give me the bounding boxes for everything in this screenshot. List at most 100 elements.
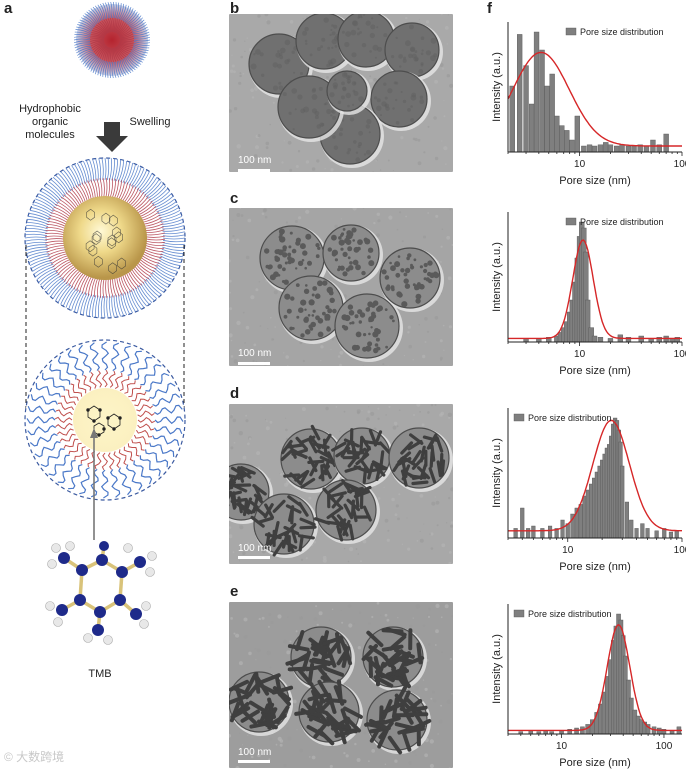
tem-image-c: 100 nm xyxy=(229,208,453,366)
panel-label-f: f xyxy=(487,0,492,17)
bar xyxy=(545,86,550,152)
bar xyxy=(550,74,555,152)
scale-bar-d xyxy=(238,556,270,559)
bar xyxy=(569,140,574,152)
bar xyxy=(626,146,631,152)
bar xyxy=(669,532,673,538)
bar xyxy=(548,526,552,538)
bar xyxy=(629,520,633,538)
legend-label: Pore size distribution xyxy=(580,217,664,227)
y-axis-label: Intensity (a.u.) xyxy=(491,242,503,312)
legend-swatch xyxy=(514,610,524,617)
pore-size-chart-c: 10 100 Pore size (nm) Intensity (a.u.) Pore … xyxy=(486,208,686,382)
bar xyxy=(608,338,613,342)
bar xyxy=(532,526,536,538)
x-tick-label: 100 xyxy=(656,741,673,752)
scale-bar-b xyxy=(238,169,270,172)
bar xyxy=(598,145,603,152)
bar xyxy=(524,66,529,152)
bar xyxy=(529,104,534,152)
legend-label: Pore size distribution xyxy=(528,609,612,619)
bar xyxy=(664,134,669,152)
bar xyxy=(510,86,515,152)
watermark: © 大数跨境 xyxy=(4,748,64,765)
swelling-caption: Swelling xyxy=(120,116,180,129)
pore-size-chart-b: 10 100 Pore size (nm) Intensity (a.u.) Pore … xyxy=(486,18,686,192)
legend-swatch xyxy=(566,28,576,35)
panel-label-e: e xyxy=(230,583,238,600)
x-axis-label: Pore size (nm) xyxy=(559,561,631,573)
bar xyxy=(592,146,597,152)
bar xyxy=(655,531,659,538)
bar xyxy=(520,508,524,538)
x-axis-label: Pore size (nm) xyxy=(559,757,631,769)
bar xyxy=(541,528,545,538)
x-tick-label: 100 xyxy=(674,349,686,360)
bar xyxy=(587,145,592,152)
x-tick-label: 10 xyxy=(562,545,574,556)
bar xyxy=(675,531,679,538)
scale-label-d: 100 nm xyxy=(238,543,271,554)
small-micelle xyxy=(74,2,150,78)
caption-line-1: Hydrophobic xyxy=(0,103,100,116)
bar xyxy=(517,34,522,152)
bar xyxy=(635,528,639,538)
bar xyxy=(554,116,559,152)
x-tick-label: 10 xyxy=(556,741,568,752)
x-tick-label: 100 xyxy=(674,545,686,556)
scale-label-c: 100 nm xyxy=(238,348,271,359)
bar xyxy=(641,524,645,538)
x-tick-label: 100 xyxy=(674,159,686,170)
scale-label-e: 100 nm xyxy=(238,747,271,758)
bar xyxy=(625,502,629,538)
bar xyxy=(564,130,569,152)
swollen-micelle xyxy=(25,158,185,318)
bar xyxy=(581,146,586,152)
bar xyxy=(592,336,597,342)
bar xyxy=(620,466,624,538)
tem-image-b: 100 nm xyxy=(229,14,453,172)
x-axis-label: Pore size (nm) xyxy=(559,365,631,377)
tmb-molecule xyxy=(46,541,157,645)
y-axis-label: Intensity (a.u.) xyxy=(491,438,503,508)
scale-label-b: 100 nm xyxy=(238,155,271,166)
bar xyxy=(575,116,580,152)
y-axis-label: Intensity (a.u.) xyxy=(491,52,503,122)
bar xyxy=(620,145,625,152)
bar xyxy=(561,520,565,538)
x-tick-label: 10 xyxy=(574,349,586,360)
bar xyxy=(579,504,583,538)
pore-size-chart-e: 10 100 Pore size (nm) Intensity (a.u.) Pore … xyxy=(486,600,686,774)
tem-image-d: 100 nm xyxy=(229,404,453,564)
bar xyxy=(644,146,649,152)
bar xyxy=(514,528,518,538)
bar xyxy=(632,146,637,152)
hydrophobic-caption: Hydrophobic organic molecules xyxy=(0,103,100,142)
bar xyxy=(614,146,619,152)
legend-label: Pore size distribution xyxy=(528,413,612,423)
pore-size-chart-d: 10 100 Pore size (nm) Intensity (a.u.) Pore … xyxy=(486,404,686,578)
legend-swatch xyxy=(566,218,576,225)
bar xyxy=(534,32,539,152)
caption-line-2: organic xyxy=(0,116,100,129)
panel-label-d: d xyxy=(230,385,239,402)
legend-swatch xyxy=(514,414,524,421)
x-tick-label: 10 xyxy=(574,159,586,170)
x-axis-label: Pore size (nm) xyxy=(559,175,631,187)
schematic-panel: Hydrophobic organic molecules Swelling T… xyxy=(0,0,220,774)
bar xyxy=(608,145,613,152)
bar xyxy=(603,142,608,152)
scale-bar-e xyxy=(238,760,270,763)
bar xyxy=(598,337,603,342)
scale-bar-c xyxy=(238,362,270,365)
panel-label-c: c xyxy=(230,190,238,207)
bar xyxy=(583,496,587,538)
caption-line-3: molecules xyxy=(0,129,100,142)
legend-label: Pore size distribution xyxy=(580,27,664,37)
y-axis-label: Intensity (a.u.) xyxy=(491,634,503,704)
bar xyxy=(540,50,545,152)
bar xyxy=(526,528,530,538)
tem-image-e: 100 nm xyxy=(229,602,453,768)
bar xyxy=(559,126,564,152)
tmb-label: TMB xyxy=(80,668,120,681)
